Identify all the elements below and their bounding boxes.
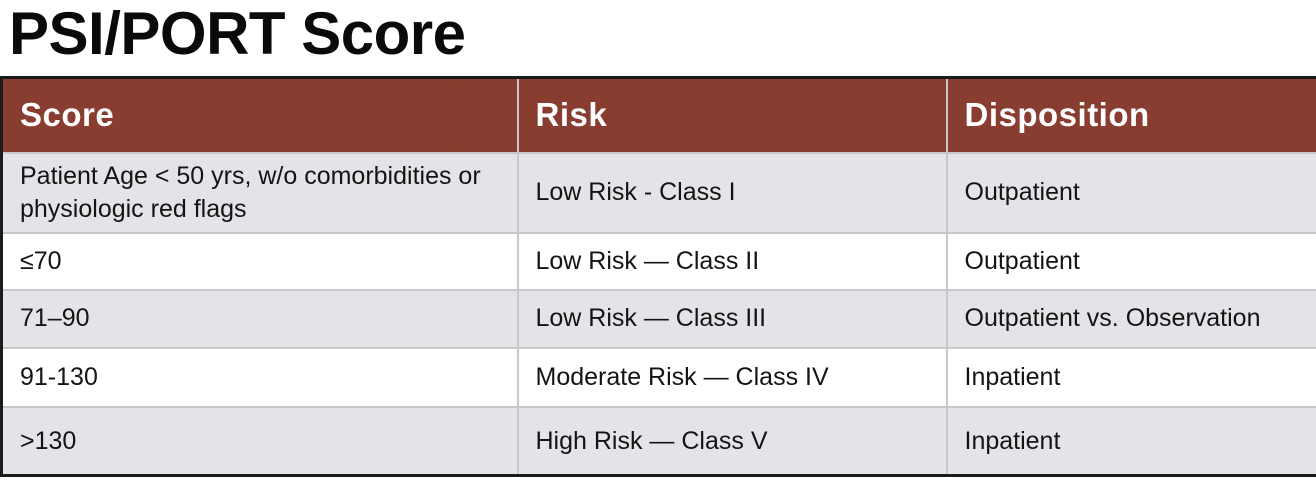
column-header-disposition: Disposition — [945, 76, 1316, 154]
cell-risk: Low Risk — Class III — [516, 288, 948, 349]
column-header-score: Score — [0, 76, 519, 154]
cell-risk: High Risk — Class V — [516, 405, 948, 477]
table-row: 91-130 Moderate Risk — Class IV Inpatien… — [0, 346, 1316, 408]
cell-score: >130 — [0, 405, 519, 477]
cell-disposition: Inpatient — [945, 405, 1316, 477]
cell-score: ≤70 — [0, 231, 519, 291]
cell-score: 91-130 — [0, 346, 519, 408]
table-row: Patient Age < 50 yrs, w/o comorbidities … — [0, 151, 1316, 234]
cell-disposition: Inpatient — [945, 346, 1316, 408]
page-title: PSI/PORT Score — [9, 0, 466, 67]
cell-score: Patient Age < 50 yrs, w/o comorbidities … — [0, 151, 519, 234]
cell-disposition: Outpatient — [945, 231, 1316, 291]
header-row: Score Risk Disposition — [0, 76, 1316, 154]
table-row: >130 High Risk — Class V Inpatient — [0, 405, 1316, 477]
cell-disposition: Outpatient — [945, 151, 1316, 234]
table-row: 71–90 Low Risk — Class III Outpatient vs… — [0, 288, 1316, 349]
column-header-risk: Risk — [516, 76, 948, 154]
cell-score: 71–90 — [0, 288, 519, 349]
cell-disposition: Outpatient vs. Observation — [945, 288, 1316, 349]
cell-risk: Low Risk - Class I — [516, 151, 948, 234]
psi-port-table: Score Risk Disposition Patient Age < 50 … — [0, 76, 1316, 477]
cell-risk: Low Risk — Class II — [516, 231, 948, 291]
column-header-risk-label: Risk — [535, 96, 608, 134]
table-row: ≤70 Low Risk — Class II Outpatient — [0, 231, 1316, 291]
column-header-disposition-label: Disposition — [964, 96, 1150, 134]
column-header-score-label: Score — [20, 96, 115, 134]
cell-risk: Moderate Risk — Class IV — [516, 346, 948, 408]
